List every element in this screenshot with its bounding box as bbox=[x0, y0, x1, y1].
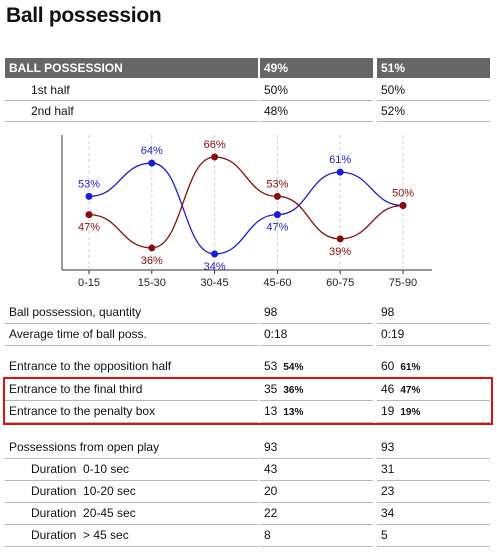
point bbox=[148, 159, 156, 167]
percentage: 13% bbox=[283, 407, 304, 418]
x-tick-label: 30-45 bbox=[201, 277, 229, 289]
point bbox=[211, 153, 219, 161]
x-tick-label: 60-75 bbox=[326, 277, 354, 289]
data-label: 50% bbox=[392, 187, 414, 199]
point bbox=[399, 202, 407, 209]
percentage: 61% bbox=[400, 362, 421, 373]
data-label: 47% bbox=[266, 222, 288, 234]
x-tick-label: 45-60 bbox=[263, 277, 291, 289]
x-tick-label: 75-90 bbox=[389, 277, 417, 289]
data-label: 39% bbox=[329, 246, 351, 258]
value: 46 bbox=[381, 382, 395, 396]
row-label: Duration 10-20 sec bbox=[5, 481, 258, 503]
row-label: Entrance to the opposition half bbox=[5, 356, 258, 378]
row-label: 2nd half bbox=[5, 101, 258, 122]
row-label: 1st half bbox=[5, 80, 258, 101]
data-label: 66% bbox=[204, 139, 226, 151]
value-cell: 19 19% bbox=[377, 401, 490, 423]
data-label: 36% bbox=[141, 255, 163, 267]
value: 98 bbox=[381, 305, 395, 319]
value: 98 bbox=[264, 305, 278, 319]
data-label: 64% bbox=[141, 145, 163, 157]
value-cell: 43 bbox=[260, 459, 373, 481]
percentage: 54% bbox=[283, 362, 304, 373]
value: 0:19 bbox=[381, 327, 405, 341]
point bbox=[148, 244, 156, 252]
row-label: Entrance to the penalty box bbox=[5, 401, 258, 423]
value-cell: 98 bbox=[377, 302, 490, 324]
value: 31 bbox=[381, 462, 395, 476]
value-cell: 35 36% bbox=[260, 379, 373, 401]
chart: 0-15 15-30 30-45 45-60 60-75 75-90 53% 64% 34% 47… bbox=[61, 135, 432, 289]
row-label: Possessions from open play bbox=[5, 437, 258, 459]
point bbox=[336, 168, 344, 176]
value-cell: 22 bbox=[260, 503, 373, 525]
value-cell: 0:19 bbox=[377, 324, 490, 346]
value-cell: 46 47% bbox=[377, 379, 490, 401]
header-cell: 49% bbox=[260, 58, 373, 78]
value-cell: 53 54% bbox=[260, 356, 373, 378]
value: 22 bbox=[264, 506, 278, 520]
data-label: 34% bbox=[204, 261, 226, 273]
x-tick-label: 15-30 bbox=[138, 277, 166, 289]
value: 13 bbox=[264, 404, 278, 418]
value: 60 bbox=[381, 359, 395, 373]
value: 35 bbox=[264, 382, 278, 396]
value-cell: 93 bbox=[260, 437, 373, 459]
data-label: 47% bbox=[78, 222, 100, 234]
percentage: 36% bbox=[283, 385, 304, 396]
x-tick-label: 0-15 bbox=[78, 277, 100, 289]
value-cell: 52% bbox=[377, 101, 490, 122]
point bbox=[85, 211, 93, 219]
value: 0:18 bbox=[264, 327, 288, 341]
data-label: 53% bbox=[78, 178, 100, 190]
data-label: 61% bbox=[329, 154, 351, 166]
point bbox=[273, 211, 281, 219]
value: 5 bbox=[381, 528, 388, 542]
value-cell: 48% bbox=[260, 101, 373, 122]
value-cell: 98 bbox=[260, 302, 373, 324]
value: 93 bbox=[264, 440, 278, 454]
row-label: Duration 0-10 sec bbox=[5, 459, 258, 481]
value-cell: 5 bbox=[377, 525, 490, 547]
value: 8 bbox=[264, 528, 271, 542]
point bbox=[336, 235, 344, 243]
value: 93 bbox=[381, 440, 395, 454]
point bbox=[211, 250, 219, 258]
value: 23 bbox=[381, 484, 395, 498]
value-cell: 50% bbox=[260, 80, 373, 101]
value-cell: 20 bbox=[260, 481, 373, 503]
page-title: Ball possession bbox=[6, 4, 162, 27]
value-cell: 50% bbox=[377, 80, 490, 101]
value-cell: 8 bbox=[260, 525, 373, 547]
highlight-box bbox=[3, 377, 493, 425]
point bbox=[273, 192, 281, 200]
value-cell: 0:18 bbox=[260, 324, 373, 346]
value: 34 bbox=[381, 506, 395, 520]
value: 19 bbox=[381, 404, 395, 418]
point bbox=[85, 192, 93, 200]
header-cell: BALL POSSESSION bbox=[5, 58, 258, 78]
percentage: 19% bbox=[400, 407, 421, 418]
value: 20 bbox=[264, 484, 278, 498]
row-label: Duration > 45 sec bbox=[5, 525, 258, 547]
value: 43 bbox=[264, 462, 278, 476]
value-cell: 34 bbox=[377, 503, 490, 525]
percentage: 47% bbox=[400, 385, 421, 396]
value-cell: 23 bbox=[377, 481, 490, 503]
row-label: Average time of ball poss. bbox=[5, 324, 258, 346]
value-cell: 93 bbox=[377, 437, 490, 459]
value-cell: 60 61% bbox=[377, 356, 490, 378]
value-cell: 31 bbox=[377, 459, 490, 481]
value: 53 bbox=[264, 359, 278, 373]
row-label: Entrance to the final third bbox=[5, 379, 258, 401]
header-cell: 51% bbox=[377, 58, 490, 78]
row-label: Duration 20-45 sec bbox=[5, 503, 258, 525]
value-cell: 13 13% bbox=[260, 401, 373, 423]
data-label: 53% bbox=[266, 178, 288, 190]
row-label: Ball possession, quantity bbox=[5, 302, 258, 324]
